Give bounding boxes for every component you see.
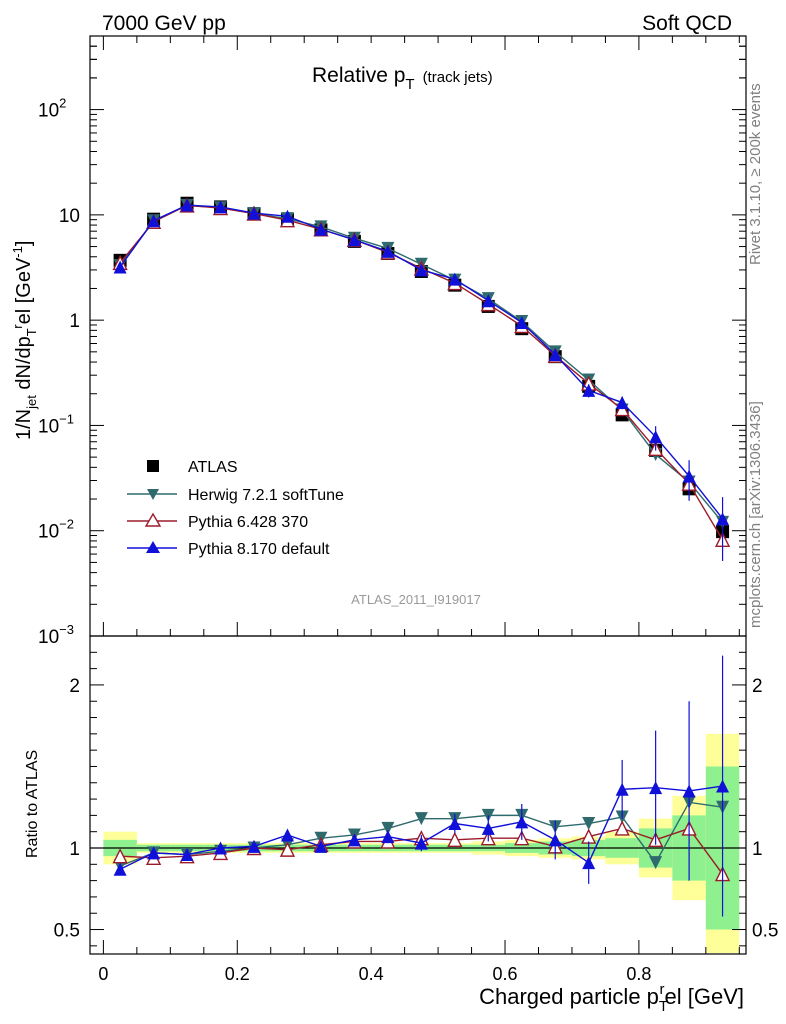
ratio-tick-label-left: 1: [69, 839, 80, 860]
data-point: [515, 315, 529, 329]
data-point: [280, 209, 294, 223]
data-point: [716, 512, 730, 526]
y-tick-label: 102: [38, 96, 66, 122]
legend-marker-pythia6: [144, 512, 162, 527]
data-point: [247, 206, 261, 220]
data-point: [147, 214, 161, 228]
legend: ATLAS Herwig 7.2.1 softTune Pythia 6.428…: [127, 459, 344, 558]
data-point: [448, 272, 462, 286]
y-tick-label: 10−3: [38, 622, 74, 648]
x-tick-label: 0.8: [626, 964, 651, 984]
ratio-point: [614, 820, 630, 836]
analysis-label: ATLAS_2011_I919017: [351, 592, 481, 607]
legend-label-pythia8: Pythia 8.170 default: [188, 541, 330, 558]
x-tick-label: 0.2: [225, 964, 250, 984]
data-point: [180, 198, 194, 212]
ratio-point: [515, 815, 529, 829]
legend-marker-atlas: [147, 460, 159, 472]
ratio-point: [279, 841, 296, 857]
data-point: [214, 200, 228, 214]
ratio-point: [481, 821, 495, 835]
ratio-plot-frame: [89, 635, 747, 955]
y-tick-label: 10: [59, 206, 80, 227]
ratio-point: [649, 856, 663, 870]
mcplots-label: mcplots.cern.ch [arXiv:1306.3436]: [747, 401, 764, 628]
ratio-point: [381, 821, 395, 835]
ratio-point: [280, 828, 294, 842]
ratio-tick-label-left: 2: [69, 676, 80, 697]
y-tick-label: 10−2: [38, 517, 74, 543]
ratio-point: [582, 856, 596, 870]
series-layer: [112, 196, 731, 561]
data-point: [615, 396, 629, 410]
ratio-point: [113, 862, 127, 876]
legend-label-herwig: Herwig 7.2.1 softTune: [188, 487, 344, 504]
legend-label-atlas: ATLAS: [188, 459, 238, 476]
ratio-point: [448, 817, 462, 831]
ratio-point: [582, 817, 596, 831]
data-point: [314, 222, 328, 236]
data-point: [113, 260, 127, 274]
ratio-series-layer: [112, 655, 731, 917]
ratio-tick-label-right: 1: [752, 839, 763, 860]
y-tick-label: 1: [69, 311, 80, 332]
x-tick-label: 0.4: [359, 964, 384, 984]
ratio-point: [247, 839, 261, 853]
data-point: [414, 263, 428, 277]
ratio-tick-label-right: 0.5: [752, 921, 778, 942]
header-right: Soft QCD: [642, 12, 732, 35]
ratio-point: [615, 782, 629, 796]
ratio-point: [414, 812, 428, 826]
ratio-tick-label-left: 0.5: [54, 921, 80, 942]
ratio-point: [112, 848, 128, 864]
series-1: [113, 198, 730, 529]
series-3: [113, 198, 730, 561]
ratio-tick-label-right: 2: [752, 676, 763, 697]
ratio-point: [414, 836, 428, 850]
ratio-point: [447, 831, 463, 848]
ratio-y-axis-label: Ratio to ATLAS: [24, 750, 41, 858]
data-point: [649, 430, 663, 444]
ratio-point: [214, 841, 228, 855]
legend-marker-pythia8: [146, 541, 160, 553]
x-tick-label: 0.6: [493, 964, 518, 984]
rivet-label: Rivet 3.1.10, ≥ 200k events: [747, 83, 764, 265]
ratio-point: [548, 833, 562, 847]
data-point: [347, 233, 361, 247]
ratio-point: [649, 781, 663, 795]
data-point: [682, 469, 696, 483]
ratio-point: [180, 848, 194, 862]
ratio-point: [147, 846, 161, 860]
plot-title: Relative pT (track jets): [312, 64, 493, 93]
ratio-point: [716, 779, 730, 793]
data-point: [481, 294, 495, 308]
header-left: 7000 GeV pp: [102, 12, 226, 35]
y-tick-label: 10−1: [38, 411, 74, 437]
legend-label-pythia6: Pythia 6.428 370: [188, 514, 308, 531]
x-axis-label: Charged particle pTrel [GeV]: [479, 981, 744, 1015]
legend-marker-herwig: [147, 489, 159, 500]
data-point: [548, 348, 562, 362]
x-tick-label: 0: [98, 964, 108, 984]
data-point: [381, 244, 395, 258]
data-point: [582, 383, 596, 397]
ratio-point: [381, 830, 395, 844]
ratio-point: [314, 839, 328, 853]
ratio-series-3: [113, 655, 730, 917]
ratio-point: [347, 833, 361, 847]
ratio-point: [682, 784, 696, 798]
y-axis-label: 1/Njet dN/dpTrel [GeV-1]: [10, 241, 39, 440]
